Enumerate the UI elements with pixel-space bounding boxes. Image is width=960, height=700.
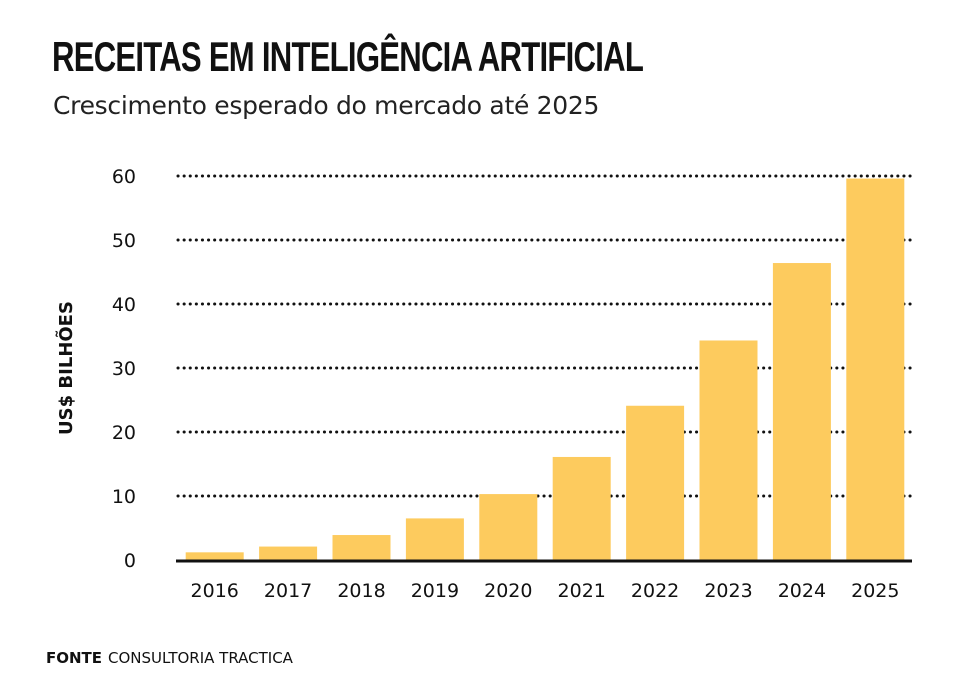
y-tick-label-0: 0: [124, 550, 136, 572]
chart-subtitle: Crescimento esperado do mercado até 2025: [53, 91, 600, 120]
y-tick-label-30: 30: [112, 358, 136, 380]
x-tick-label-2023: 2023: [704, 580, 752, 602]
y-axis-label: US$ BILHÕES: [54, 301, 77, 435]
bars: [185, 178, 905, 560]
x-tick-label-2020: 2020: [484, 580, 532, 602]
x-tick-label-2024: 2024: [778, 580, 826, 602]
x-axis-ticks: 2016 2017 2018 2019 2020 2021 2022 2023 2024 2025: [191, 580, 900, 602]
bar-2020: [479, 494, 538, 560]
bar-2025: [846, 178, 905, 560]
x-tick-label-2018: 2018: [337, 580, 385, 602]
gridlines: [176, 174, 914, 498]
bar-2021: [552, 456, 611, 560]
bar-2023: [699, 340, 758, 560]
y-tick-label-10: 10: [112, 486, 136, 508]
source-text: CONSULTORIA TRACTICA: [108, 649, 293, 667]
x-tick-label-2019: 2019: [411, 580, 459, 602]
bar-2017: [259, 546, 318, 560]
x-tick-label-2021: 2021: [558, 580, 606, 602]
source-note: FONTE CONSULTORIA TRACTICA: [46, 649, 293, 667]
y-tick-label-60: 60: [112, 166, 136, 188]
y-tick-label-20: 20: [112, 422, 136, 444]
bar-2016: [185, 552, 244, 560]
y-tick-label-40: 40: [112, 294, 136, 316]
y-tick-label-50: 50: [112, 230, 136, 252]
source-label: FONTE: [46, 649, 103, 667]
y-axis-ticks: 0 10 20 30 40 50 60: [112, 166, 136, 572]
x-tick-label-2016: 2016: [191, 580, 239, 602]
x-tick-label-2022: 2022: [631, 580, 679, 602]
x-tick-label-2017: 2017: [264, 580, 312, 602]
bar-2019: [405, 518, 464, 560]
bar-2024: [772, 263, 831, 560]
bar-2022: [626, 405, 685, 560]
bar-2018: [332, 535, 391, 560]
chart-title: RECEITAS EM INTELIGÊNCIA ARTIFICIAL: [52, 33, 644, 80]
x-tick-label-2025: 2025: [851, 580, 899, 602]
